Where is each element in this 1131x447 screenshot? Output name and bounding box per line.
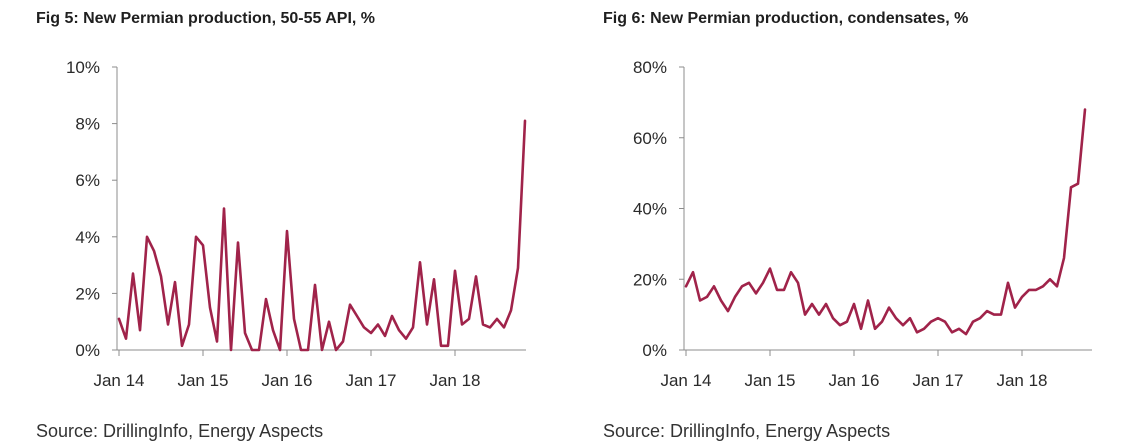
x-tick-label: Jan 18 — [429, 371, 480, 390]
y-tick-label: 2% — [75, 284, 100, 303]
y-tick-label: 0% — [642, 341, 667, 360]
source-note: Source: DrillingInfo, Energy Aspects — [36, 421, 324, 441]
x-tick-label: Jan 16 — [261, 371, 312, 390]
y-tick-label: 60% — [633, 129, 667, 148]
x-tick-label: Jan 17 — [345, 371, 396, 390]
x-tick-label: Jan 14 — [660, 371, 711, 390]
y-tick-label: 6% — [75, 171, 100, 190]
x-tick-label: Jan 16 — [828, 371, 879, 390]
source-note: Source: DrillingInfo, Energy Aspects — [603, 421, 891, 441]
series-line — [117, 119, 527, 352]
line-chart-fig5: 10% 8% 6% 4% 2% 0% Jan 14 Jan 15 Jan 16 Jan 17 Jan… — [66, 58, 527, 390]
y-tick-label: 40% — [633, 200, 667, 219]
y-tick-label: 0% — [75, 341, 100, 360]
x-tick-label: Jan 14 — [93, 371, 144, 390]
chart-panel-fig6: 80% 60% 40% 20% 0% Jan 14 Jan 15 Jan 16 Jan 17 Ja… — [567, 0, 1107, 447]
y-tick-label: 10% — [66, 58, 100, 77]
x-tick-label: Jan 18 — [996, 371, 1047, 390]
x-tick-label: Jan 15 — [177, 371, 228, 390]
x-tick-label: Jan 17 — [912, 371, 963, 390]
y-tick-label: 8% — [75, 115, 100, 134]
y-tick-label: 4% — [75, 228, 100, 247]
x-tick-label: Jan 15 — [744, 371, 795, 390]
y-tick-label: 80% — [633, 58, 667, 77]
chart-title: Fig 6: New Permian production, condensat… — [603, 10, 969, 27]
chart-title: Fig 5: New Permian production, 50-55 API… — [36, 10, 376, 27]
series-line — [684, 108, 1087, 336]
y-tick-label: 20% — [633, 270, 667, 289]
line-chart-fig6: 80% 60% 40% 20% 0% Jan 14 Jan 15 Jan 16 Jan 17 Ja… — [633, 58, 1092, 390]
chart-panel-fig5: 10% 8% 6% 4% 2% 0% Jan 14 Jan 15 Jan 16 Jan 17 Jan… — [0, 0, 540, 447]
